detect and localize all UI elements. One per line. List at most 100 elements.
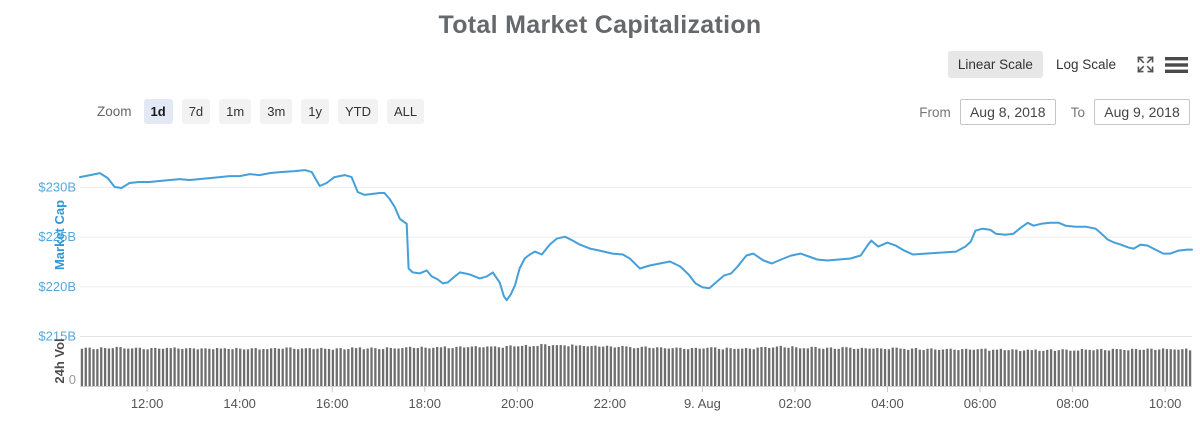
volume-bar bbox=[520, 345, 524, 386]
volume-bar bbox=[1080, 348, 1084, 386]
zoom-button-ytd[interactable]: YTD bbox=[338, 99, 379, 124]
volume-bar bbox=[880, 348, 883, 386]
volume-bar bbox=[532, 346, 535, 386]
volume-bar bbox=[686, 349, 690, 386]
zoom-button-7d[interactable]: 7d bbox=[181, 99, 211, 124]
volume-bar bbox=[493, 346, 497, 386]
volume-bar bbox=[111, 348, 114, 386]
volume-bar bbox=[1076, 350, 1080, 386]
volume-bar bbox=[401, 348, 404, 386]
volume-bar bbox=[663, 348, 667, 386]
volume-bar bbox=[1165, 349, 1169, 386]
volume-bar bbox=[123, 348, 126, 386]
chart-toolbar: Zoom 1d 7d 1m 3m 1y YTD ALL From To bbox=[0, 99, 1200, 127]
volume-bar bbox=[1019, 351, 1022, 386]
volume-bar bbox=[567, 346, 570, 386]
volume-bar bbox=[903, 348, 906, 386]
volume-bar bbox=[841, 347, 844, 386]
volume-bar bbox=[486, 346, 489, 386]
x-tick-label: 04:00 bbox=[871, 396, 904, 411]
volume-bar bbox=[327, 348, 331, 386]
volume-bar bbox=[679, 347, 682, 386]
volume-bar bbox=[262, 348, 265, 386]
zoom-button-all[interactable]: ALL bbox=[387, 99, 425, 124]
menu-icon[interactable] bbox=[1165, 56, 1188, 74]
volume-bar bbox=[204, 348, 207, 386]
market-cap-axis-title: Market Cap bbox=[52, 200, 67, 270]
volume-bar bbox=[169, 348, 172, 386]
to-label: To bbox=[1070, 104, 1085, 120]
zoom-button-1y[interactable]: 1y bbox=[301, 99, 330, 124]
linear-scale-button[interactable]: Linear Scale bbox=[947, 51, 1043, 78]
volume-bar bbox=[748, 348, 752, 386]
volume-bar bbox=[629, 347, 632, 386]
volume-bar bbox=[439, 347, 443, 386]
log-scale-button[interactable]: Log Scale bbox=[1046, 51, 1126, 78]
volume-bar bbox=[1107, 350, 1111, 386]
volume-bar bbox=[590, 346, 593, 386]
volume-bar bbox=[397, 348, 400, 386]
volume-bar bbox=[791, 346, 794, 386]
market-cap-chart[interactable]: $230B $225B $220B $215B Market Cap 24h Vol 0 12… bbox=[0, 140, 1200, 430]
volume-bar bbox=[1084, 349, 1087, 386]
volume-bar bbox=[1022, 350, 1026, 386]
volume-bar bbox=[490, 346, 493, 386]
volume-bar bbox=[559, 345, 562, 386]
volume-bar bbox=[1115, 349, 1118, 386]
volume-bar bbox=[652, 348, 655, 386]
volume-bar bbox=[266, 349, 269, 386]
volume-bar bbox=[690, 348, 694, 386]
volume-bar bbox=[389, 347, 392, 386]
fullscreen-icon[interactable] bbox=[1137, 56, 1154, 73]
volume-bar bbox=[366, 348, 369, 386]
zoom-button-1m[interactable]: 1m bbox=[219, 99, 252, 124]
volume-bar bbox=[1046, 349, 1049, 386]
volume-bar bbox=[1169, 349, 1172, 386]
volume-bar bbox=[1150, 348, 1153, 386]
x-tick-label: 10:00 bbox=[1149, 396, 1182, 411]
volume-bar bbox=[602, 346, 605, 386]
volume-bar bbox=[362, 349, 365, 386]
volume-bar bbox=[760, 347, 763, 386]
volume-bar bbox=[412, 347, 416, 386]
volume-bar bbox=[223, 348, 226, 386]
volume-bar bbox=[876, 348, 879, 386]
volume-bar bbox=[173, 347, 176, 386]
volume-bar bbox=[613, 347, 616, 386]
to-date-input[interactable] bbox=[1094, 99, 1190, 125]
from-date-input[interactable] bbox=[959, 99, 1056, 125]
volume-bar bbox=[764, 347, 767, 386]
volume-bar bbox=[837, 348, 840, 386]
volume-bar bbox=[1173, 349, 1176, 386]
volume-bar bbox=[733, 348, 736, 386]
volume-bar bbox=[509, 345, 512, 386]
volume-bar bbox=[343, 349, 346, 386]
volume-bar bbox=[706, 347, 709, 386]
zoom-button-3m[interactable]: 3m bbox=[260, 99, 293, 124]
volume-bar bbox=[497, 347, 501, 386]
volume-bar bbox=[146, 349, 149, 386]
volume-bar bbox=[196, 349, 199, 386]
volume-bar bbox=[1061, 349, 1064, 386]
volume-bar bbox=[381, 349, 385, 386]
volume-bar bbox=[586, 346, 589, 386]
volume-bar bbox=[242, 349, 246, 386]
volume-bar bbox=[235, 347, 238, 386]
volume-bar bbox=[918, 349, 921, 386]
volume-bar bbox=[88, 347, 91, 386]
volume-bar bbox=[710, 347, 713, 386]
volume-bar bbox=[957, 350, 960, 386]
x-axis-labels: 12:00 14:00 16:00 18:00 20:00 22:00 9. Aug 02:0… bbox=[131, 396, 1182, 411]
zoom-button-1d[interactable]: 1d bbox=[143, 99, 173, 124]
volume-bar bbox=[636, 347, 640, 386]
volume-bar bbox=[702, 348, 705, 386]
x-tick-label: 14:00 bbox=[223, 396, 256, 411]
volume-bar bbox=[656, 347, 659, 386]
volume-bar bbox=[92, 349, 95, 386]
volume-bar bbox=[1123, 350, 1126, 386]
volume-bar bbox=[524, 344, 528, 386]
volume-bar bbox=[598, 346, 601, 386]
volume-bar bbox=[910, 348, 914, 386]
volume-bar bbox=[1185, 348, 1188, 386]
date-range-group: From To bbox=[919, 99, 1190, 125]
